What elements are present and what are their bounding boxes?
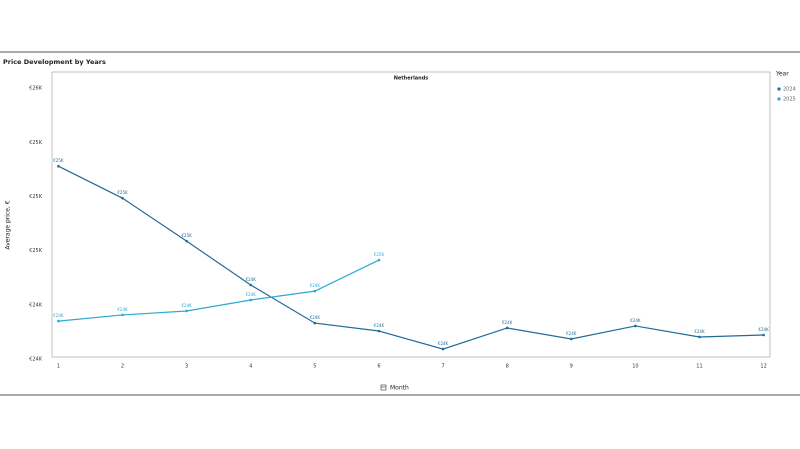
data-label: €24K	[438, 341, 449, 346]
y-axis-label: Average price, €	[5, 200, 12, 249]
data-label: €24K	[374, 323, 385, 328]
plot-frame	[51, 71, 771, 358]
data-point	[313, 321, 317, 325]
x-tick-label: 6	[377, 364, 380, 370]
x-tick-label: 5	[313, 364, 316, 370]
x-tick-label: 7	[441, 364, 444, 370]
x-axis-label: Month	[390, 385, 409, 392]
data-point	[57, 164, 60, 168]
data-point	[249, 298, 253, 302]
x-tick-label: 3	[185, 364, 188, 370]
data-label: €24K	[566, 331, 577, 336]
data-point	[313, 289, 317, 293]
data-point	[57, 319, 60, 323]
data-point	[377, 329, 381, 333]
data-label: €25K	[374, 252, 385, 257]
data-point	[185, 239, 188, 243]
legend-marker	[777, 87, 781, 91]
data-label: €24K	[502, 320, 513, 325]
y-tick-label: €26K	[29, 86, 43, 92]
series-line	[58, 259, 380, 322]
legend-label: 2025	[783, 97, 796, 103]
data-point	[249, 283, 253, 287]
y-tick-label: €24K	[29, 302, 43, 308]
facet-title: Netherlands	[394, 76, 429, 82]
data-point	[762, 333, 765, 337]
data-point	[441, 347, 445, 351]
series-line	[58, 165, 764, 350]
data-label: €24K	[181, 303, 192, 308]
data-label: €24K	[310, 315, 321, 320]
x-tick-label: 8	[506, 364, 509, 370]
data-point	[121, 313, 124, 317]
data-label: €24K	[630, 318, 641, 323]
chart-title: Price Development by Years	[3, 58, 106, 66]
data-point	[569, 337, 573, 341]
data-label: €24K	[758, 327, 769, 332]
data-point	[634, 324, 637, 328]
y-tick-label: €25K	[29, 194, 43, 200]
y-tick-label: €24K	[29, 357, 43, 363]
data-point	[505, 326, 509, 330]
data-label: €24K	[246, 292, 257, 297]
y-tick-label: €25K	[29, 140, 43, 146]
data-label: €24K	[53, 313, 64, 318]
data-label: €24K	[246, 277, 257, 282]
x-tick-label: 1	[57, 364, 60, 370]
data-point	[121, 196, 124, 200]
legend-title: Year	[775, 71, 789, 78]
data-label: €24K	[310, 283, 321, 288]
x-tick-label: 2	[121, 364, 124, 370]
data-label: €25K	[117, 190, 128, 195]
x-tick-label: 9	[570, 364, 573, 370]
x-tick-label: 11	[696, 364, 702, 370]
x-tick-label: 10	[632, 364, 638, 370]
data-point	[698, 335, 701, 339]
data-point	[377, 258, 381, 262]
data-point	[185, 309, 188, 313]
legend-label: 2024	[783, 87, 796, 93]
x-tick-label: 4	[249, 364, 252, 370]
x-axis-icon	[380, 384, 387, 391]
data-label: €25K	[181, 233, 192, 238]
y-tick-label: €25K	[29, 248, 43, 254]
data-label: €25K	[53, 158, 64, 163]
data-label: €24K	[117, 307, 128, 312]
legend-marker	[777, 97, 781, 101]
x-tick-label: 12	[760, 364, 766, 370]
data-label: €24K	[694, 329, 705, 334]
